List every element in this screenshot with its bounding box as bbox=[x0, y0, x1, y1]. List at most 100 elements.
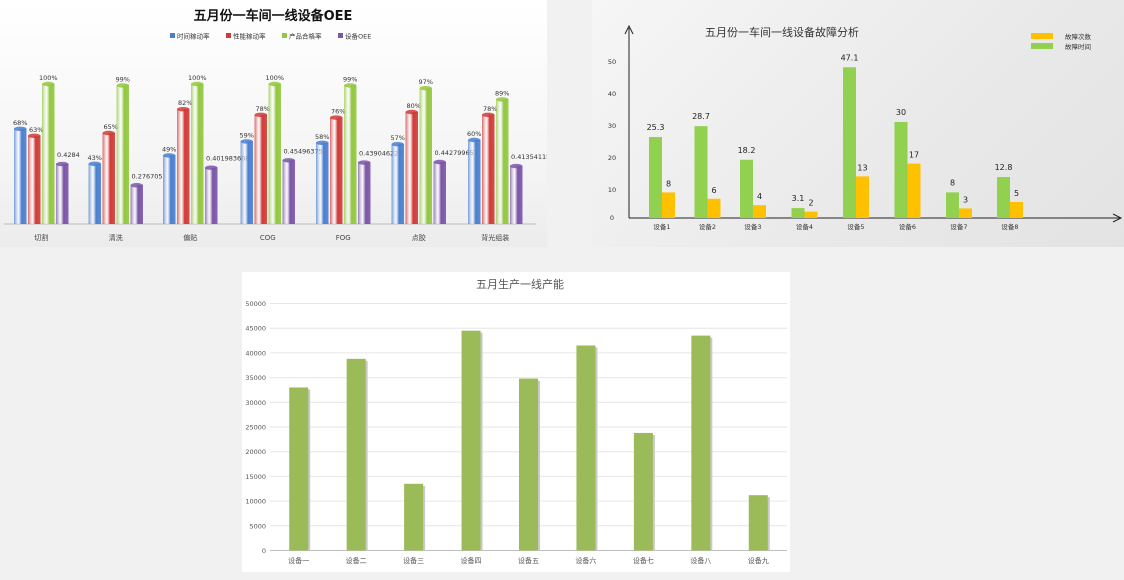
x-tick-label: 设备一 bbox=[288, 556, 309, 565]
y-tick-label: 50 bbox=[608, 58, 616, 66]
y-tick-label: 40 bbox=[608, 90, 616, 98]
data-label: 5 bbox=[1014, 189, 1019, 198]
x-tick-label: 设备3 bbox=[744, 222, 761, 231]
data-label: 78% bbox=[256, 105, 270, 113]
bar bbox=[240, 141, 253, 224]
bar bbox=[419, 88, 432, 224]
bar bbox=[254, 114, 267, 224]
legend-label: 故障次数 bbox=[1065, 32, 1092, 41]
data-label: 28.7 bbox=[692, 112, 710, 121]
x-tick-label: COG bbox=[260, 234, 276, 242]
bar bbox=[433, 162, 446, 224]
bar-top bbox=[56, 161, 69, 167]
data-label: 99% bbox=[116, 75, 130, 83]
data-label: 100% bbox=[265, 74, 284, 82]
bar-top bbox=[391, 142, 404, 147]
data-label: 100% bbox=[39, 74, 58, 82]
data-label: 2 bbox=[808, 199, 813, 208]
bar bbox=[56, 164, 69, 224]
y-tick-label: 0 bbox=[610, 214, 614, 222]
data-label: 63% bbox=[29, 126, 43, 134]
x-tick-label: 设备二 bbox=[346, 556, 367, 565]
y-tick-label: 45000 bbox=[245, 325, 266, 333]
bar-top bbox=[433, 159, 446, 165]
data-label: 99% bbox=[343, 75, 357, 83]
bar-top bbox=[254, 112, 267, 118]
data-label: 97% bbox=[419, 78, 433, 86]
data-label: 3.1 bbox=[792, 194, 805, 203]
y-tick-label: 15000 bbox=[245, 473, 266, 481]
bar-failure-count bbox=[1010, 202, 1023, 218]
bar-top bbox=[205, 165, 218, 170]
oee-chart: 五月份一车间一线设备OEE 时间稼动率 性能稼动率 产品合格率 设备OEE 68%63% 1… bbox=[4, 8, 547, 242]
bar-failure-count bbox=[804, 211, 818, 218]
legend-label: 设备OEE bbox=[345, 32, 371, 41]
bar bbox=[510, 166, 523, 224]
data-label: 60% bbox=[467, 130, 481, 138]
bar bbox=[116, 85, 129, 225]
bar-failure-count bbox=[707, 198, 721, 218]
x-tick-label: 设备四 bbox=[461, 556, 482, 565]
bar-top bbox=[130, 183, 143, 188]
data-label: 0.45496375 bbox=[284, 147, 323, 155]
x-tick-label: 切割 bbox=[34, 233, 48, 242]
data-label: 6 bbox=[711, 186, 716, 195]
legend-swatch bbox=[1031, 33, 1053, 39]
bar bbox=[519, 378, 538, 551]
data-label: 0.413541156 bbox=[511, 153, 547, 161]
x-tick-label: 清洗 bbox=[109, 233, 123, 242]
data-label: 0.442799651 bbox=[435, 149, 478, 157]
x-tick-label: 设备三 bbox=[403, 556, 424, 565]
bar bbox=[205, 167, 218, 224]
legend-label: 性能稼动率 bbox=[233, 32, 266, 41]
bar-top bbox=[14, 126, 27, 131]
bar-top bbox=[102, 130, 115, 136]
legend-swatch bbox=[338, 33, 343, 38]
bar bbox=[28, 135, 41, 224]
data-label: 49% bbox=[162, 145, 176, 153]
bar bbox=[405, 112, 418, 224]
x-tick-label: 设备1 bbox=[653, 222, 670, 231]
y-tick-label: 40000 bbox=[245, 349, 266, 357]
bar bbox=[344, 85, 357, 225]
bar-top bbox=[268, 81, 281, 87]
legend-label: 产品合格率 bbox=[289, 32, 322, 41]
bar bbox=[576, 345, 596, 551]
y-tick-label: 20000 bbox=[245, 448, 266, 456]
bar bbox=[691, 335, 711, 551]
data-label: 30 bbox=[896, 108, 906, 117]
data-label: 0.276705 bbox=[132, 172, 163, 180]
data-label: 0.401983608 bbox=[206, 155, 249, 163]
x-tick-label: 设备4 bbox=[796, 222, 813, 231]
x-tick-label: 设备5 bbox=[847, 222, 864, 231]
data-label: 82% bbox=[178, 99, 192, 107]
capacity-chart-panel: 五月生产一线产能 0 5000 10000 15000 20000 25000 30000 35… bbox=[242, 272, 790, 572]
data-label: 25.3 bbox=[647, 123, 665, 132]
y-tick-label: 5000 bbox=[249, 522, 266, 530]
x-tick-label: 设备7 bbox=[950, 222, 967, 231]
data-label: 57% bbox=[391, 134, 405, 142]
bar-top bbox=[116, 83, 129, 88]
failure-chart-panel: 0 10 20 30 40 50 五月份一车间一线设备故障分析 故障次数 故障时间 25.3 8 设备… bbox=[592, 0, 1124, 247]
bar-top bbox=[496, 97, 509, 102]
bar-failure-time bbox=[791, 208, 805, 218]
data-label: 8 bbox=[666, 179, 671, 188]
x-tick-label: 设备6 bbox=[899, 222, 916, 231]
data-label: 89% bbox=[495, 89, 509, 97]
bar bbox=[102, 133, 115, 224]
x-tick-label: 设备六 bbox=[575, 556, 596, 565]
bar-failure-time bbox=[649, 137, 662, 218]
bar-top bbox=[282, 158, 295, 163]
bar-failure-time bbox=[843, 67, 856, 218]
y-tick-label: 10 bbox=[608, 186, 616, 194]
x-tick-label: 设备九 bbox=[748, 556, 769, 565]
bar-failure-time bbox=[740, 159, 753, 218]
bar-top bbox=[405, 109, 418, 115]
legend-label: 时间稼动率 bbox=[177, 32, 210, 41]
y-tick-label: 35000 bbox=[245, 374, 266, 382]
bar-failure-time bbox=[997, 177, 1010, 218]
x-tick-label: 设备2 bbox=[699, 222, 716, 231]
data-label: 13 bbox=[857, 163, 867, 172]
y-tick-label: 20 bbox=[608, 154, 616, 162]
